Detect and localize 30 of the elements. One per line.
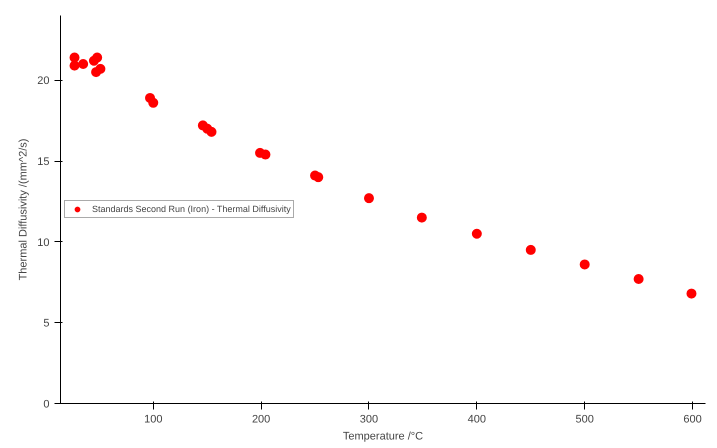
x-tick-label: 500 — [576, 414, 594, 426]
x-tick-label: 600 — [683, 414, 702, 426]
point — [686, 288, 696, 299]
point — [206, 126, 217, 137]
point — [416, 212, 427, 223]
point — [634, 274, 644, 284]
y-tick-label: 10 — [37, 236, 50, 249]
y-axis-title: Thermal Diffusivity /(mm^2/s) — [17, 138, 30, 280]
x-axis-title: Temperature /°C — [342, 430, 424, 442]
point — [78, 59, 88, 69]
point — [92, 52, 102, 63]
x-tick-label: 400 — [468, 414, 486, 426]
y-tick-label: 20 — [37, 75, 50, 88]
point — [472, 228, 482, 239]
x-tick-label: 300 — [360, 414, 378, 426]
point — [70, 52, 80, 63]
point — [148, 98, 158, 108]
point — [260, 150, 270, 160]
point — [364, 193, 374, 204]
legend-label: Standards Second Run (Iron) - Thermal Diffusivity — [92, 203, 291, 215]
x-tick-label: 100 — [144, 414, 162, 426]
y-tick-label: 15 — [37, 156, 50, 168]
point — [70, 60, 80, 71]
y-tick-label: 5 — [43, 318, 50, 330]
x-tick-label: 200 — [252, 414, 270, 426]
point — [95, 64, 106, 74]
point — [313, 172, 324, 182]
y-tick-label: 0 — [43, 398, 50, 410]
point — [580, 259, 590, 270]
point — [526, 244, 536, 255]
